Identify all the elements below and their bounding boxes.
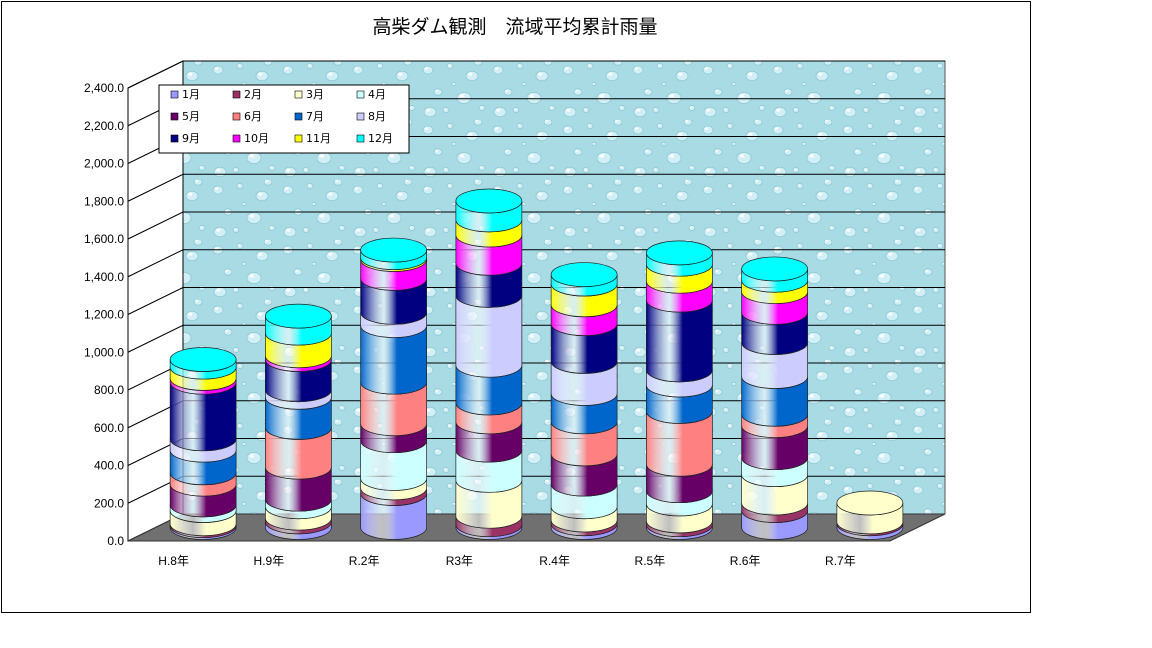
legend-label: 3月 [306,88,324,101]
legend-label: 7月 [306,110,324,123]
y-tick-label: 1,000.0 [84,345,124,359]
legend-swatch [294,134,303,143]
x-tick-label: H.9年 [254,554,285,568]
x-tick-label: R.6年 [730,554,761,568]
legend-label: 8月 [368,110,386,123]
y-tick-label: 1,200.0 [84,308,124,322]
y-tick-label: 2,400.0 [84,81,124,95]
y-tick-label: 1,800.0 [84,194,124,208]
y-tick-label: 2,200.0 [84,119,124,133]
y-tick-label: 400.0 [94,459,124,473]
cylinder-top [646,240,713,266]
legend-label: 10月 [244,132,269,145]
legend-label: 12月 [368,132,393,145]
gridline [127,60,945,89]
cylinder-top [741,256,808,282]
legend-label: 4月 [368,88,386,101]
legend-label: 6月 [244,110,262,123]
cylinder-top [360,237,427,263]
x-tick-label: R.7年 [825,554,856,568]
y-tick-label: 600.0 [94,421,124,435]
x-tick-label: R3年 [446,554,473,568]
cylinder-top [455,188,523,214]
y-tick-label: 1,600.0 [84,232,124,246]
x-tick-label: R.4年 [539,554,570,568]
x-tick-label: H.8年 [158,554,189,568]
cylinder-top [836,490,904,516]
gridline [127,211,945,240]
legend-swatch [356,112,365,121]
legend-swatch [294,90,303,99]
legend-label: 5月 [182,110,200,123]
gridline [127,173,945,202]
cylinder-top [169,347,237,372]
y-tick-label: 0.0 [107,534,124,548]
chart-title: 高柴ダム観測 流域平均累計雨量 [372,16,658,38]
legend-swatch [232,134,241,143]
legend-swatch [356,134,365,143]
legend-swatch [232,112,241,121]
legend-label: 11月 [306,132,331,145]
x-tick-label: R.2年 [349,554,380,568]
legend: 1月 2月 3月 4月 5月 6月 7月 8月 9月 10月 11月 12月 [158,84,410,154]
y-tick-label: 2,000.0 [84,157,124,171]
legend-swatch [170,90,179,99]
legend-box [158,84,410,154]
chart-floor [127,513,946,542]
legend-label: 2月 [244,88,262,101]
x-tick-label: R.5年 [635,554,666,568]
y-tick-label: 200.0 [94,496,124,510]
legend-swatch [232,90,241,99]
legend-label: 9月 [182,132,200,145]
legend-swatch [294,112,303,121]
y-tick-label: 800.0 [94,383,124,397]
cylinder-top [265,303,332,329]
legend-swatch [170,112,179,121]
legend-label: 1月 [182,88,200,101]
legend-swatch [170,134,179,143]
y-tick-label: 1,400.0 [84,270,124,284]
legend-swatch [356,90,365,99]
cylinder-top [550,262,618,287]
